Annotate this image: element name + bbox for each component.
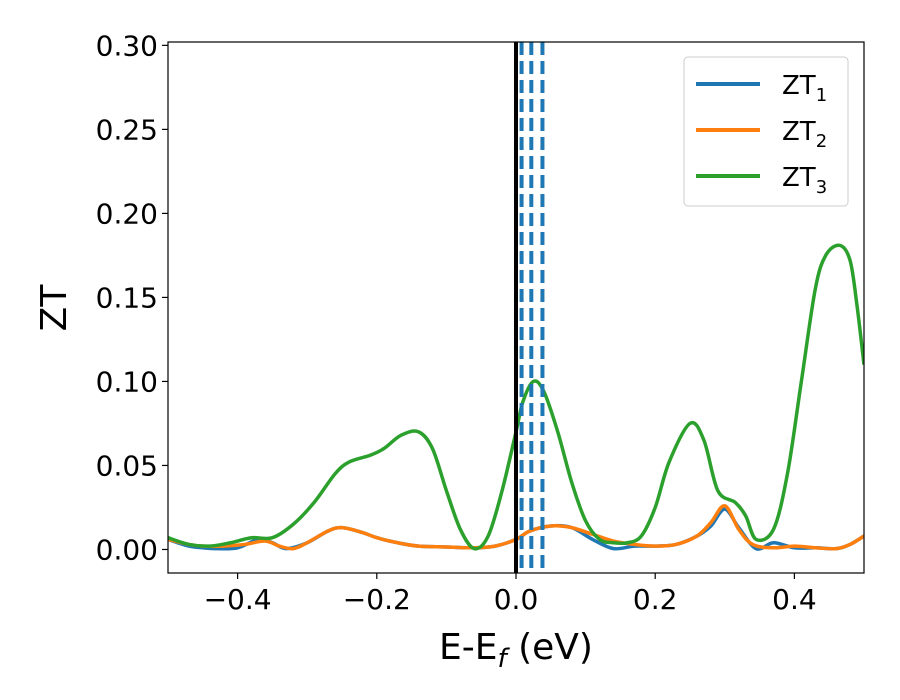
- y-tick-label: 0.10: [96, 365, 158, 398]
- x-tick-label: 0.4: [772, 583, 817, 616]
- legend-label-zt2: ZT2: [782, 117, 827, 152]
- y-tick-label: 0.15: [96, 281, 158, 314]
- x-axis-ticks: −0.4 −0.2 0.0 0.2 0.4: [204, 573, 817, 616]
- y-axis-label: ZT: [34, 284, 75, 332]
- y-axis-ticks: 0.00 0.05 0.10 0.15 0.20 0.25 0.30: [96, 29, 168, 566]
- x-axis-label-main: E-E: [439, 627, 497, 668]
- x-axis-label-unit: (eV): [507, 627, 593, 668]
- legend-label-zt1: ZT1: [782, 71, 827, 106]
- y-tick-label: 0.30: [96, 29, 158, 62]
- x-tick-label: 0.2: [633, 583, 678, 616]
- x-tick-label: −0.2: [343, 583, 411, 616]
- series-line-zt2: [168, 504, 864, 551]
- x-tick-label: 0.0: [494, 583, 539, 616]
- y-tick-label: 0.05: [96, 449, 158, 482]
- legend-label-zt1-name: ZT: [782, 71, 816, 101]
- y-tick-label: 0.25: [96, 113, 158, 146]
- series-line-zt3: [168, 243, 864, 551]
- legend-box: [683, 56, 849, 207]
- legend-label-zt3-sub: 3: [816, 177, 827, 198]
- legend-entry-zt3: ZT3: [696, 163, 827, 198]
- legend-label-zt2-sub: 2: [816, 131, 827, 152]
- legend-label-zt3-name: ZT: [782, 163, 816, 193]
- legend-label-zt3: ZT3: [782, 163, 827, 198]
- y-tick-label: 0.20: [96, 197, 158, 230]
- legend-entry-zt2: ZT2: [696, 117, 827, 152]
- legend-entry-zt1: ZT1: [696, 71, 827, 106]
- legend-label-zt1-sub: 1: [816, 85, 827, 106]
- x-tick-label: −0.4: [204, 583, 272, 616]
- y-tick-label: 0.00: [96, 533, 158, 566]
- plot-lines: [168, 42, 864, 573]
- plot-area: [167, 41, 865, 574]
- x-axis-label: E-Ef (eV): [439, 627, 593, 674]
- legend-label-zt2-name: ZT: [782, 117, 816, 147]
- legend: ZT1 ZT2 ZT3: [683, 56, 849, 207]
